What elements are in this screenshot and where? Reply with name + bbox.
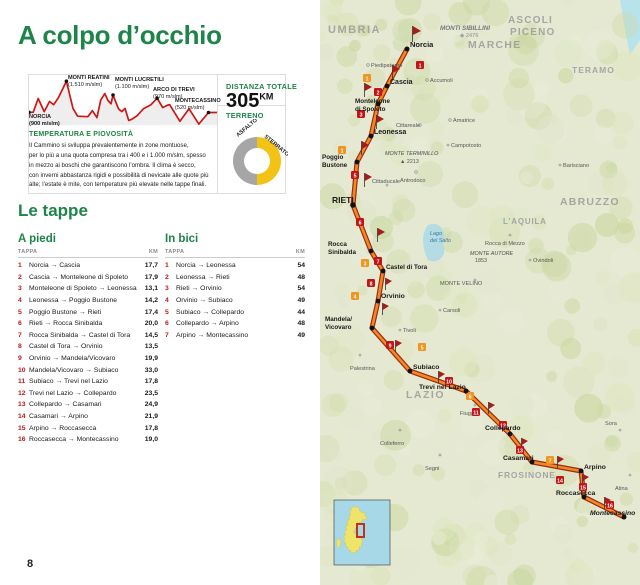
svg-text:Castel di Tora: Castel di Tora (386, 264, 428, 271)
svg-text:Accumoli: Accumoli (430, 78, 453, 84)
svg-text:Norcia: Norcia (410, 40, 434, 49)
svg-text:7: 7 (377, 259, 380, 265)
svg-text:1: 1 (366, 76, 369, 82)
svg-text:Antrodoco: Antrodoco (400, 178, 426, 184)
svg-text:Montecassino: Montecassino (590, 510, 635, 517)
svg-text:Collepardo: Collepardo (485, 425, 521, 432)
svg-text:Rocca di Mezzo: Rocca di Mezzo (485, 241, 525, 247)
svg-text:Vicovaro: Vicovaro (325, 324, 352, 331)
svg-text:3: 3 (360, 112, 363, 118)
svg-text:◆ 2476: ◆ 2476 (459, 32, 478, 39)
svg-text:Poggio: Poggio (322, 154, 343, 161)
svg-text:4: 4 (354, 294, 357, 300)
svg-text:Subiaco: Subiaco (413, 364, 439, 371)
svg-text:Arpino: Arpino (584, 464, 606, 471)
svg-text:TERAMO: TERAMO (572, 65, 615, 75)
svg-text:ASCOLI: ASCOLI (508, 15, 553, 26)
svg-text:3: 3 (364, 261, 367, 267)
svg-text:16: 16 (607, 503, 613, 509)
svg-text:Trevi nel Lazio: Trevi nel Lazio (419, 384, 466, 391)
svg-text:14: 14 (557, 478, 563, 484)
svg-text:MONTE VELINO: MONTE VELINO (440, 281, 483, 287)
svg-text:Cittaducale: Cittaducale (372, 179, 400, 185)
svg-text:Carsoli: Carsoli (443, 308, 460, 314)
svg-text:5: 5 (354, 173, 357, 179)
svg-text:ASFALTO: ASFALTO (235, 119, 259, 139)
svg-text:Lago: Lago (430, 231, 442, 237)
svg-text:Cascia: Cascia (390, 79, 413, 86)
svg-text:1: 1 (419, 63, 422, 69)
svg-text:MONTE AUTORE: MONTE AUTORE (470, 251, 514, 257)
svg-text:Colleferro: Colleferro (380, 441, 404, 447)
svg-text:2: 2 (377, 90, 380, 96)
svg-text:Orvinio: Orvinio (381, 293, 405, 300)
svg-text:8: 8 (370, 281, 373, 287)
svg-text:Atina: Atina (615, 486, 629, 492)
svg-text:PICENO: PICENO (510, 27, 556, 38)
svg-text:Amatrice: Amatrice (453, 118, 475, 124)
svg-text:Palestrina: Palestrina (350, 366, 376, 372)
svg-text:ABRUZZO: ABRUZZO (560, 196, 620, 208)
svg-text:13: 13 (517, 448, 523, 454)
svg-text:9: 9 (389, 343, 392, 349)
svg-text:Sora: Sora (605, 421, 618, 427)
svg-text:MARCHE: MARCHE (468, 39, 521, 51)
svg-text:Sinibalda: Sinibalda (328, 249, 356, 256)
svg-text:Rocca: Rocca (328, 241, 347, 248)
svg-text:Tivoli: Tivoli (403, 328, 416, 334)
svg-text:di Spoleto: di Spoleto (355, 106, 386, 113)
svg-text:Roccasecca: Roccasecca (556, 490, 596, 497)
svg-text:Leonessa: Leonessa (374, 129, 406, 136)
svg-text:7: 7 (549, 458, 552, 464)
svg-text:Mandela/: Mandela/ (325, 316, 352, 323)
svg-text:FROSINONE: FROSINONE (498, 470, 556, 480)
svg-text:MONTE TERMINILLO: MONTE TERMINILLO (385, 151, 439, 157)
svg-text:Barisciano: Barisciano (563, 163, 589, 169)
svg-text:1853: 1853 (475, 258, 487, 264)
svg-text:▲ 2213: ▲ 2213 (400, 159, 419, 165)
svg-text:RIETI: RIETI (332, 195, 354, 205)
svg-text:Monteleone: Monteleone (355, 98, 390, 105)
svg-text:6: 6 (469, 394, 472, 400)
svg-text:del Salto: del Salto (430, 238, 451, 244)
svg-text:Segni: Segni (425, 466, 439, 472)
svg-text:11: 11 (473, 410, 479, 416)
svg-text:UMBRIA: UMBRIA (328, 24, 381, 36)
svg-text:Ovindoli: Ovindoli (533, 258, 553, 264)
svg-text:5: 5 (421, 345, 424, 351)
svg-text:MONTI SIBILLINI: MONTI SIBILLINI (440, 25, 490, 32)
svg-text:Campotosto: Campotosto (451, 143, 481, 149)
svg-text:Bustone: Bustone (322, 162, 348, 169)
svg-text:6: 6 (359, 220, 362, 226)
svg-text:L’AQUILA: L’AQUILA (503, 217, 547, 226)
svg-text:Casamari: Casamari (503, 455, 534, 462)
